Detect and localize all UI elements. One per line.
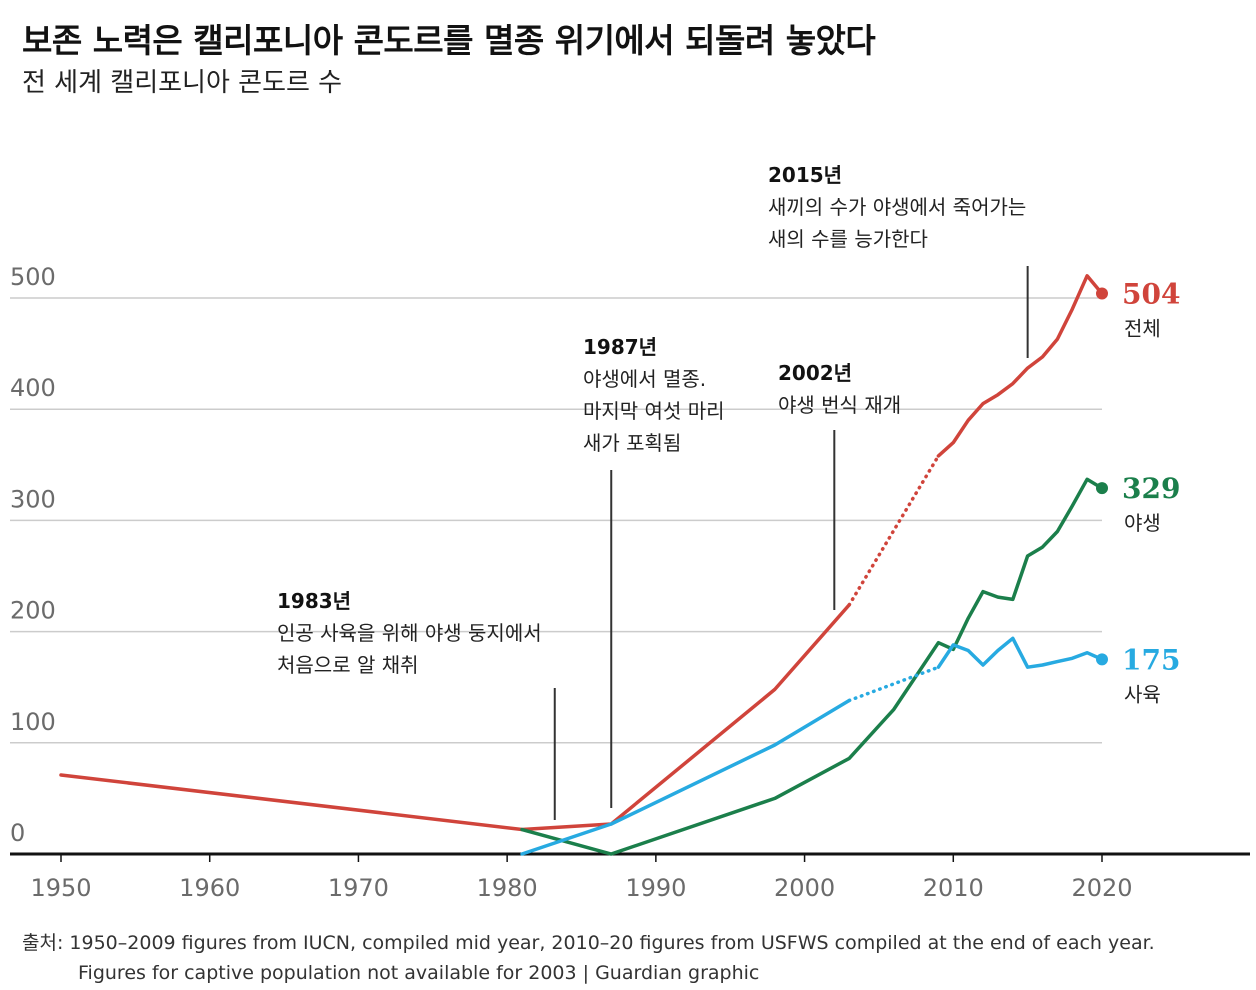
- y-tick-label: 300: [10, 485, 56, 513]
- annotation-text: 처음으로 알 채취: [277, 653, 419, 677]
- annotation-text: 마지막 여섯 마리: [583, 399, 725, 423]
- source-note: 출처: 1950–2009 figures from IUCN, compile…: [22, 928, 1155, 988]
- series-end-name: 전체: [1124, 317, 1161, 341]
- series-end-name: 사육: [1124, 682, 1161, 706]
- y-tick-label: 500: [10, 263, 56, 291]
- x-tick-label: 1980: [477, 874, 538, 902]
- chart-subtitle: 전 세계 캘리포니아 콘도르 수: [22, 68, 343, 98]
- series-line-전체: [936, 274, 1104, 458]
- series-end-value: 504: [1122, 278, 1180, 311]
- series-end-dot: [1096, 653, 1108, 666]
- y-tick-label: 0: [10, 819, 25, 847]
- y-tick-label: 400: [10, 374, 56, 402]
- annotation-text: 야생 번식 재개: [778, 393, 901, 417]
- annotation-year: 1983년: [277, 589, 351, 613]
- source-label: 출처:: [22, 932, 64, 954]
- series-end-dot: [1096, 482, 1108, 495]
- chart-title: 보존 노력은 캘리포니아 콘도르를 멸종 위기에서 되돌려 놓았다: [22, 21, 876, 60]
- annotation-year: 2002년: [778, 361, 852, 385]
- y-tick-label: 200: [10, 597, 56, 625]
- series-line-야생: [520, 477, 1104, 856]
- annotation-text: 인공 사육을 위해 야생 둥지에서: [277, 621, 542, 645]
- series-end-name: 야생: [1124, 511, 1161, 535]
- x-tick-label: 1970: [328, 874, 389, 902]
- annotation-year: 1987년: [583, 335, 657, 359]
- series-line-전체: [847, 454, 941, 607]
- x-tick-label: 1960: [179, 874, 240, 902]
- series-end-dot: [1096, 287, 1108, 300]
- series-line-사육: [936, 636, 1104, 669]
- annotation-text: 새의 수를 능가한다: [768, 227, 928, 251]
- annotation-year: 2015년: [768, 163, 842, 187]
- source-line-2: Figures for captive population not avail…: [78, 962, 760, 984]
- series-end-value: 175: [1122, 643, 1180, 676]
- x-tick-label: 2010: [923, 874, 984, 902]
- series-line-사육: [520, 698, 851, 856]
- annotation-text: 야생에서 멸종.: [583, 367, 706, 391]
- series-end-value: 329: [1122, 472, 1180, 505]
- series-line-사육: [847, 665, 941, 703]
- annotation-text: 새가 포획됨: [583, 431, 681, 455]
- x-tick-label: 2020: [1071, 874, 1132, 902]
- annotation-text: 새끼의 수가 야생에서 죽어가는: [768, 195, 1026, 219]
- x-tick-label: 1950: [30, 874, 91, 902]
- y-tick-label: 100: [10, 708, 56, 736]
- x-tick-label: 1990: [625, 874, 686, 902]
- x-tick-label: 2000: [774, 874, 835, 902]
- source-line-1: 1950–2009 figures from IUCN, compiled mi…: [69, 932, 1155, 954]
